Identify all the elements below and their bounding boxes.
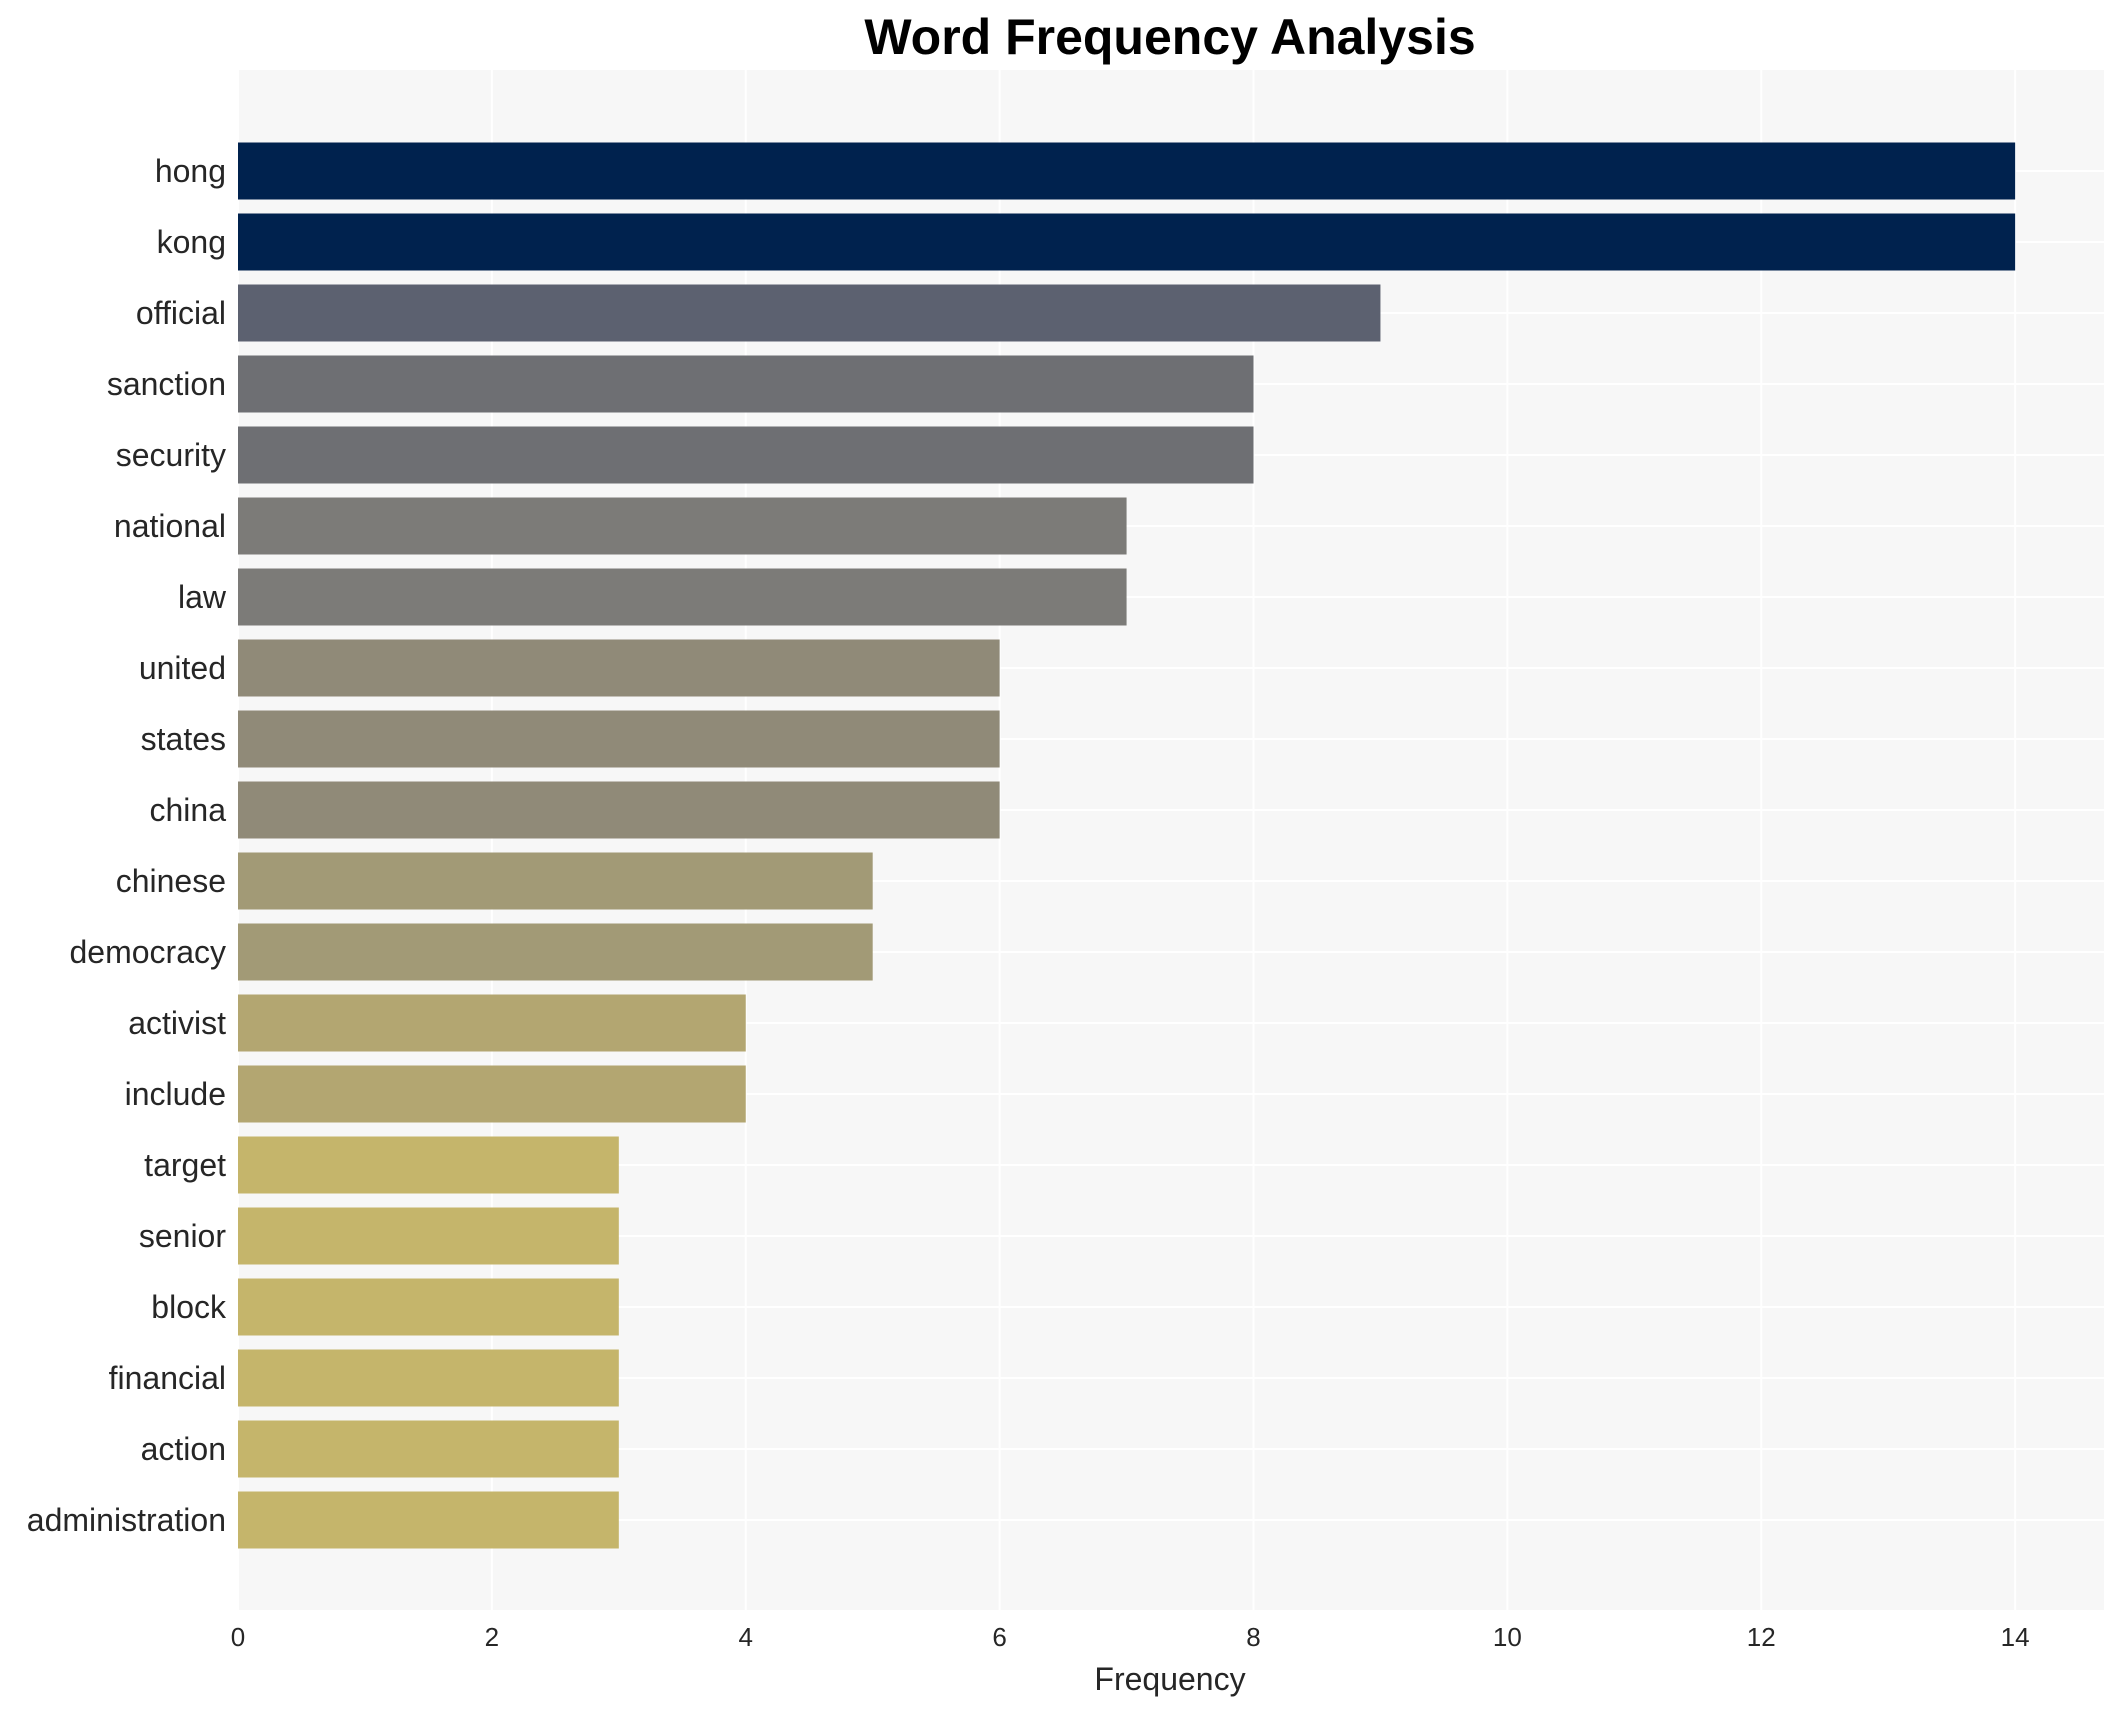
bar-target bbox=[238, 1136, 619, 1194]
bar-united bbox=[238, 639, 1000, 697]
bar-law bbox=[238, 568, 1127, 626]
category-label-hong: hong bbox=[155, 153, 226, 189]
bar-security bbox=[238, 426, 1254, 484]
category-label-law: law bbox=[178, 579, 227, 615]
bar-kong bbox=[238, 213, 2016, 271]
category-label-action: action bbox=[141, 1431, 226, 1467]
category-label-china: china bbox=[150, 792, 227, 828]
category-label-official: official bbox=[136, 295, 226, 331]
category-label-sanction: sanction bbox=[107, 366, 226, 402]
x-tick-label: 2 bbox=[485, 1622, 499, 1652]
category-label-united: united bbox=[139, 650, 226, 686]
category-label-target: target bbox=[144, 1147, 226, 1183]
category-label-activist: activist bbox=[128, 1005, 226, 1041]
x-axis-label: Frequency bbox=[1094, 1661, 1245, 1697]
bar-block bbox=[238, 1278, 619, 1336]
category-label-chinese: chinese bbox=[116, 863, 226, 899]
category-label-security: security bbox=[116, 437, 226, 473]
bar-senior bbox=[238, 1207, 619, 1265]
bar-include bbox=[238, 1065, 746, 1123]
x-tick-labels: 0 2 4 6 8 10 12 14 bbox=[231, 1622, 2030, 1652]
bar-states bbox=[238, 710, 1000, 768]
category-label-kong: kong bbox=[157, 224, 226, 260]
x-tick-label: 6 bbox=[992, 1622, 1006, 1652]
bar-hong bbox=[238, 142, 2016, 200]
category-label-states: states bbox=[141, 721, 226, 757]
category-labels: hong kong official sanction security national… bbox=[27, 153, 227, 1538]
bar-democracy bbox=[238, 923, 873, 981]
bar-action bbox=[238, 1420, 619, 1478]
bar-financial bbox=[238, 1349, 619, 1407]
bar-chinese bbox=[238, 852, 873, 910]
bar-china bbox=[238, 781, 1000, 839]
x-tick-label: 12 bbox=[1747, 1622, 1776, 1652]
bars bbox=[238, 142, 2016, 1549]
category-label-financial: financial bbox=[109, 1360, 226, 1396]
bar-national bbox=[238, 497, 1127, 555]
bar-sanction bbox=[238, 355, 1254, 413]
category-label-democracy: democracy bbox=[70, 934, 227, 970]
category-label-block: block bbox=[151, 1289, 227, 1325]
bar-activist bbox=[238, 994, 746, 1052]
bar-administration bbox=[238, 1491, 619, 1549]
category-label-include: include bbox=[125, 1076, 226, 1112]
category-label-administration: administration bbox=[27, 1502, 226, 1538]
x-tick-label: 0 bbox=[231, 1622, 245, 1652]
x-tick-label: 10 bbox=[1493, 1622, 1522, 1652]
category-label-senior: senior bbox=[139, 1218, 227, 1254]
x-tick-label: 14 bbox=[2001, 1622, 2030, 1652]
bar-official bbox=[238, 284, 1381, 342]
category-label-national: national bbox=[114, 508, 226, 544]
x-tick-label: 8 bbox=[1246, 1622, 1260, 1652]
chart-title: Word Frequency Analysis bbox=[864, 9, 1475, 65]
x-tick-label: 4 bbox=[739, 1622, 753, 1652]
